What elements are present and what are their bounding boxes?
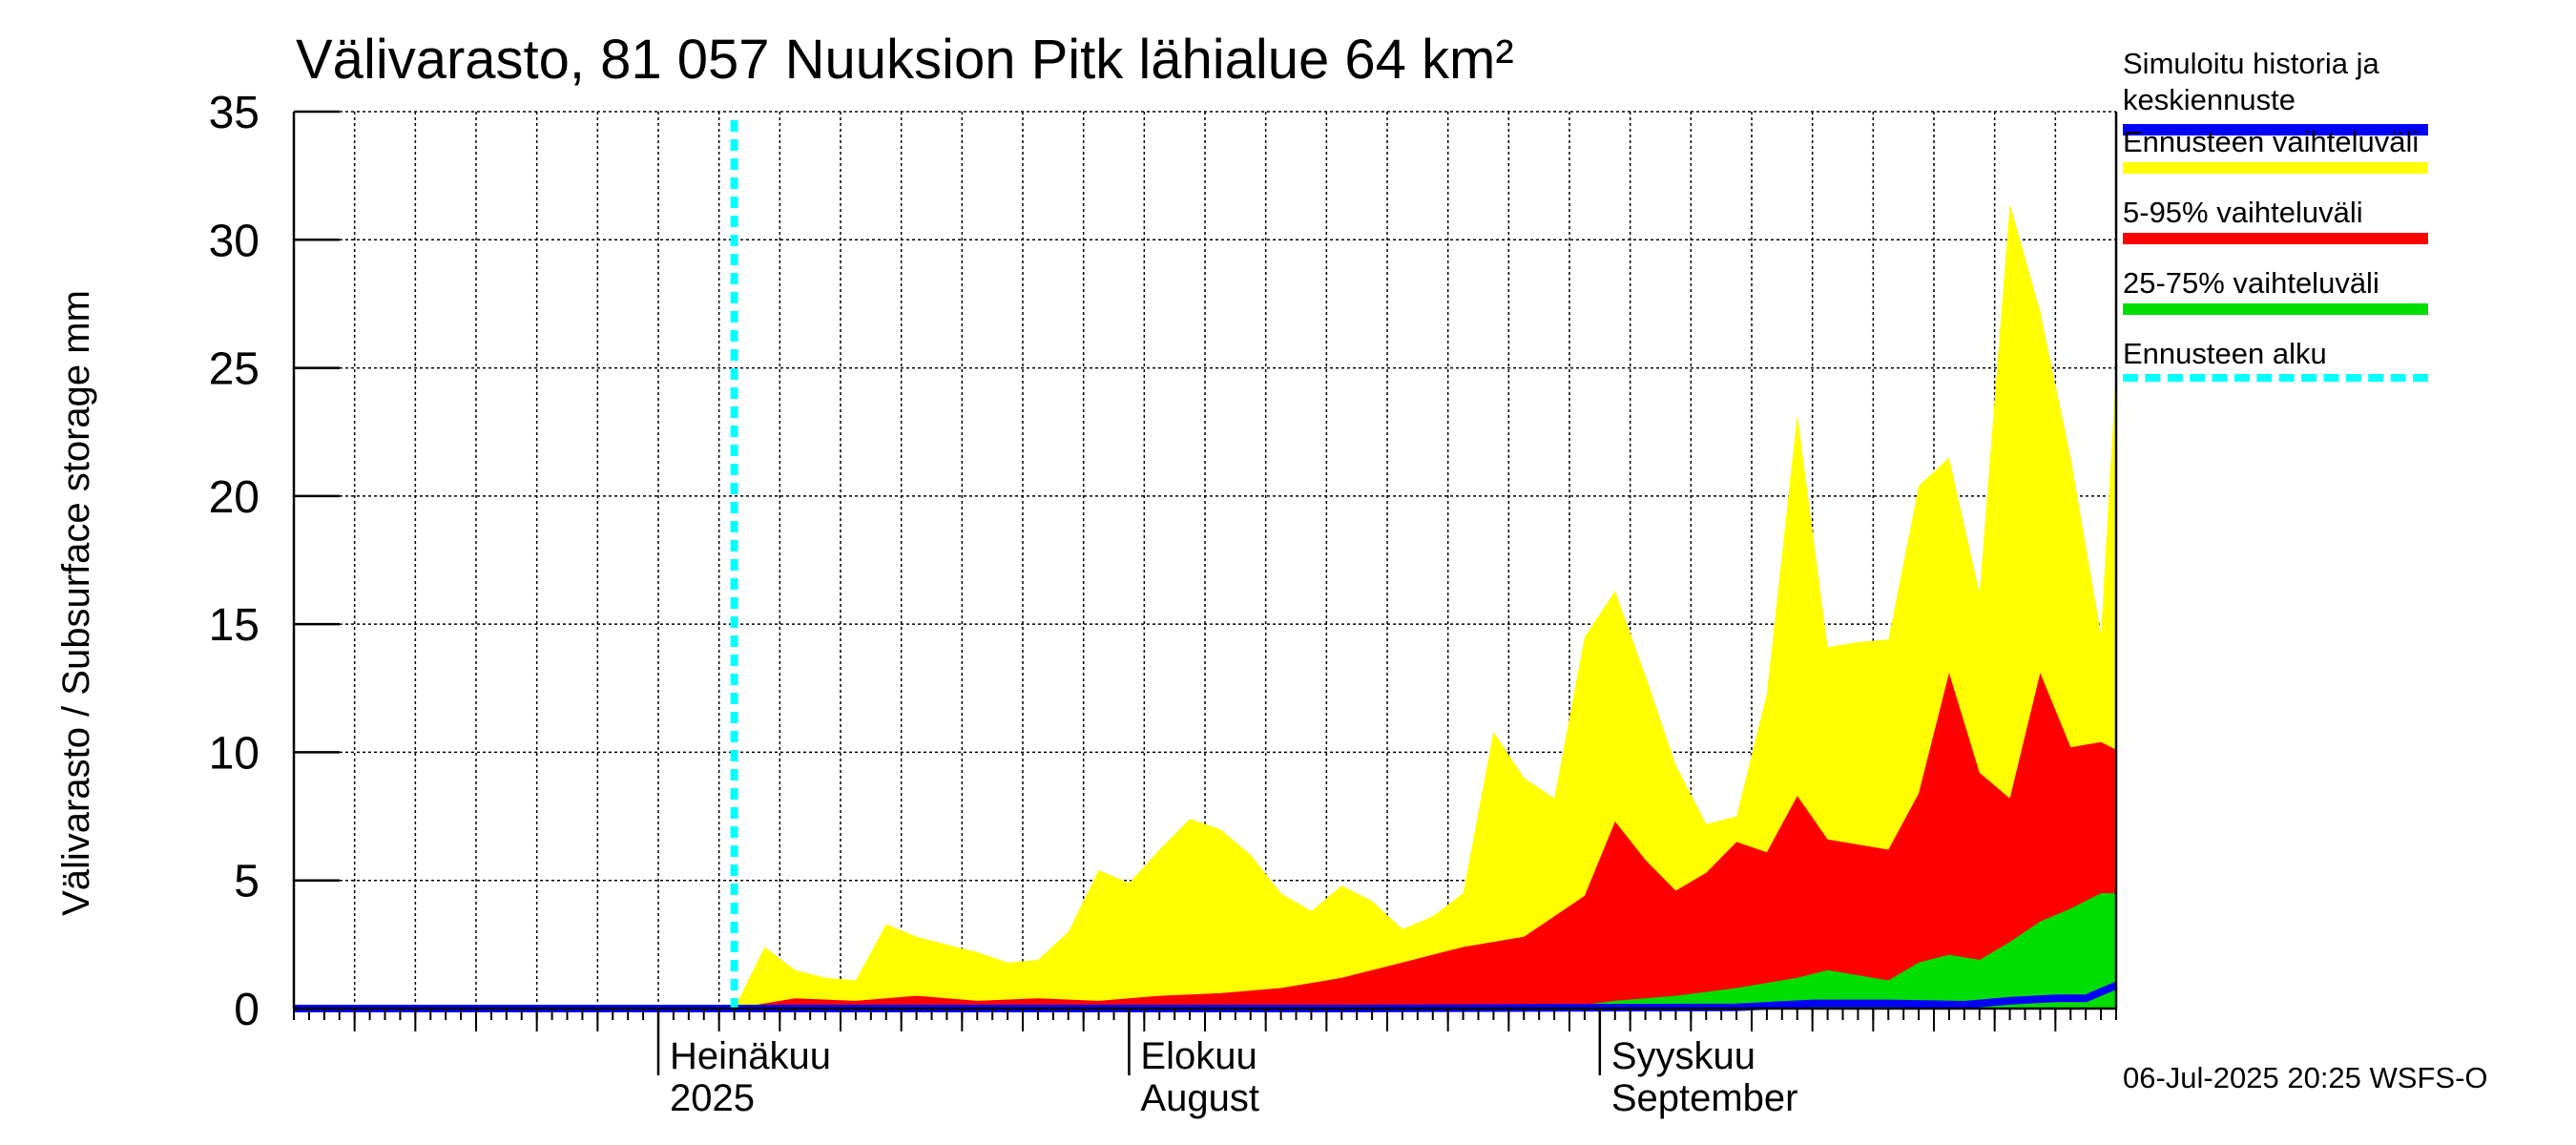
grid: [294, 111, 2116, 1009]
chart-title: Välivarasto, 81 057 Nuuksion Pitk lähial…: [296, 29, 1514, 91]
legend-label: 5-95% vaihteluväli: [2123, 196, 2363, 229]
band-ennusteen-vaihteluv-li: [734, 203, 2116, 1009]
forecast-bands: [734, 203, 2116, 1009]
y-tick-label: 20: [209, 472, 260, 523]
x-month-label: Syyskuu: [1611, 1035, 1755, 1077]
y-tick-label: 5: [234, 857, 260, 907]
axes: 05101520253035Heinäkuu2025ElokuuAugustSy…: [209, 88, 2118, 1119]
band-25-75-vaihteluv-li: [1554, 893, 2116, 1009]
legend-swatch: [2123, 124, 2428, 135]
band-5-95-vaihteluv-li: [734, 673, 2116, 1009]
legend-label: 25-75% vaihteluväli: [2123, 266, 2379, 300]
timestamp-footer: 06-Jul-2025 20:25 WSFS-O: [2123, 1061, 2488, 1094]
x-month-sublabel: 2025: [670, 1077, 755, 1119]
y-tick-label: 25: [209, 344, 260, 395]
legend-item: Simuloitu historia ja keskiennuste: [2123, 46, 2457, 135]
legend-item: Ennusteen alku: [2123, 336, 2457, 406]
legend-swatch: [2123, 374, 2428, 382]
x-month-sublabel: August: [1140, 1077, 1259, 1119]
y-tick-label: 30: [209, 216, 260, 266]
legend-label: Simuloitu historia ja keskiennuste: [2123, 47, 2379, 116]
y-tick-label: 0: [234, 985, 260, 1035]
y-tick-label: 15: [209, 600, 260, 651]
legend-item: 25-75% vaihteluväli: [2123, 265, 2457, 336]
x-month-label: Elokuu: [1140, 1035, 1257, 1077]
y-axis-label: Välivarasto / Subsurface storage mm: [55, 290, 97, 916]
legend-item: Ennusteen vaihteluväli: [2123, 124, 2457, 195]
legend-swatch: [2123, 233, 2428, 244]
legend-swatch: [2123, 303, 2428, 315]
legend-swatch: [2123, 162, 2428, 174]
x-month-label: Heinäkuu: [670, 1035, 831, 1077]
x-month-sublabel: September: [1611, 1077, 1798, 1119]
y-tick-label: 35: [209, 88, 260, 138]
legend-label: Ennusteen alku: [2123, 337, 2327, 370]
legend-item: 5-95% vaihteluväli: [2123, 195, 2457, 265]
legend: Simuloitu historia ja keskiennuste Ennust…: [2123, 46, 2457, 406]
y-tick-label: 10: [209, 728, 260, 779]
legend-label: Ennusteen vaihteluväli: [2123, 125, 2420, 158]
